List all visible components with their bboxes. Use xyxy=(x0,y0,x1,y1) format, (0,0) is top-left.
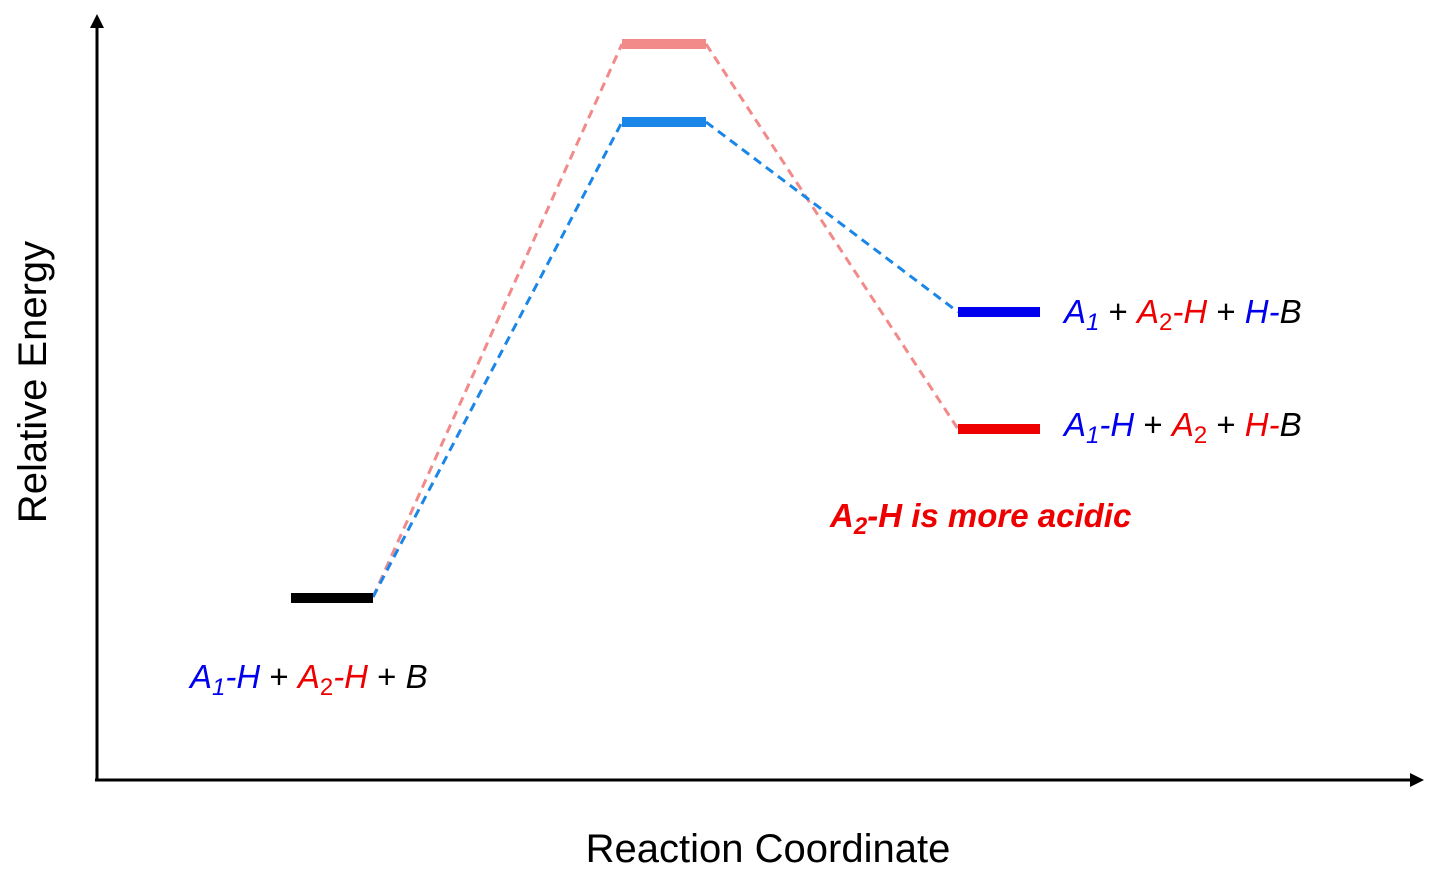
blue-path-down xyxy=(705,120,959,314)
x-axis-title: Reaction Coordinate xyxy=(586,827,951,871)
red-path-up xyxy=(371,43,624,598)
red-path-down xyxy=(704,43,960,430)
acidity-note: A2-H is more acidic xyxy=(829,497,1131,540)
product-lower-label: A1-H + A2 + H-B xyxy=(1062,406,1302,449)
y-axis-title: Relative Energy xyxy=(11,241,55,523)
blue-path-up xyxy=(371,121,624,598)
reactants-label: A1-H + A2-H + B xyxy=(188,658,428,701)
product-upper-label: A1 + A2-H + H-B xyxy=(1062,293,1302,336)
